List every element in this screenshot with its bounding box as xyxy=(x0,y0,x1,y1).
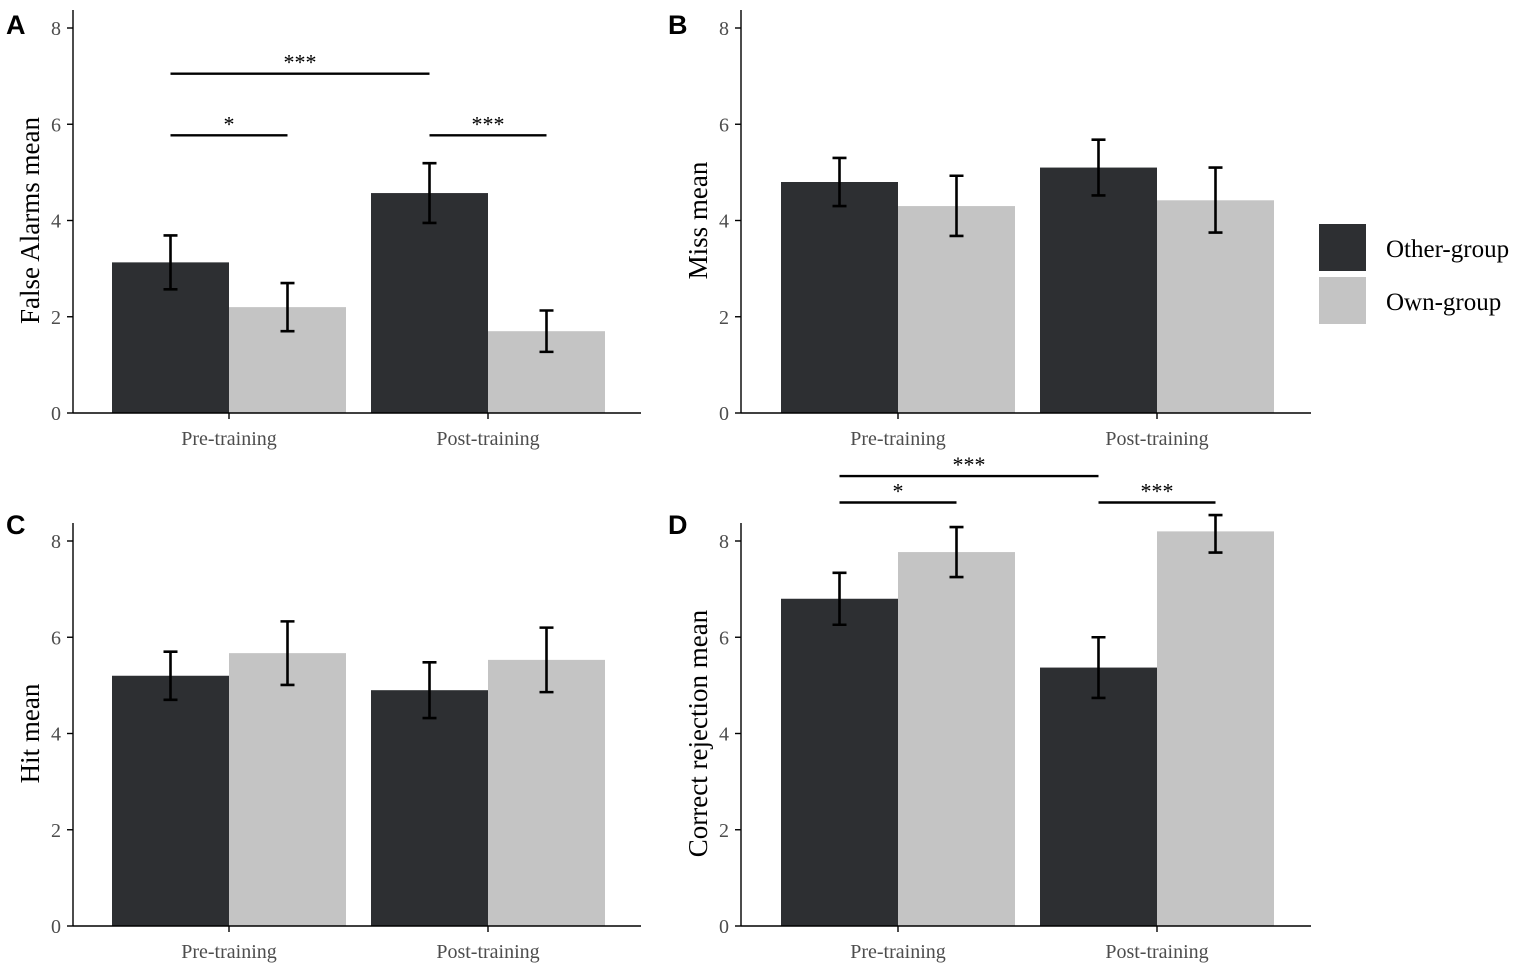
panel-c-y-tick-label-8: 8 xyxy=(51,531,61,553)
panel-d-significance-label-1: * xyxy=(893,479,904,504)
panel-b-x-tick-label-post-training: Post-training xyxy=(1105,428,1208,450)
panel-d-errorbar-own-group-pre-training xyxy=(949,525,964,579)
panel-c-bar-other-group-pre-training xyxy=(112,675,229,926)
panel-d-bar-own-group-pre-training xyxy=(898,552,1015,926)
panel-a-errorbar-other-group-pre-training xyxy=(163,234,178,291)
legend-key-other-group xyxy=(1319,224,1366,271)
panel-a-significance-label-2: *** xyxy=(472,111,505,136)
panel-d-significance-label-0: *** xyxy=(953,452,986,477)
panel-d-x-tick-label-post-training: Post-training xyxy=(1105,941,1208,963)
panel-c-y-tick-label-0: 0 xyxy=(51,916,61,938)
panel-b-errorbar-own-group-post-training xyxy=(1208,166,1223,234)
panel-b-y-tick-label-6: 6 xyxy=(719,114,729,136)
panel-b-errorbar-own-group-pre-training xyxy=(949,174,964,238)
panel-c-y-tick-label-2: 2 xyxy=(51,820,61,842)
panel-a: A False Alarms mean 0 2 4 6 8 Pre-training Post-… xyxy=(6,10,641,450)
panel-c-bar-own-group-pre-training xyxy=(229,653,346,926)
panels-layer: A False Alarms mean 0 2 4 6 8 Pre-training Post-… xyxy=(6,10,1311,963)
panel-b-bar-own-group-post-training xyxy=(1157,200,1274,413)
panel-b-y-tick-label-2: 2 xyxy=(719,307,729,329)
panel-d-significance-label-2: *** xyxy=(1141,479,1174,504)
panel-d-x-tick-label-pre-training: Pre-training xyxy=(850,941,946,963)
panel-c-y-tick-label-6: 6 xyxy=(51,627,61,649)
panel-c-errorbar-own-group-pre-training xyxy=(280,620,295,687)
panel-d-bar-own-group-post-training xyxy=(1157,531,1274,926)
legend: Other-group Own-group xyxy=(1319,224,1509,324)
panel-a-y-tick-label-6: 6 xyxy=(51,114,61,136)
panel-c-y-axis-title: Hit mean xyxy=(15,683,45,783)
panel-d-letter: D xyxy=(668,510,688,540)
panel-c-bar-other-group-post-training xyxy=(371,690,488,926)
panel-a-errorbar-own-group-pre-training xyxy=(280,281,295,333)
panel-a-letter: A xyxy=(6,10,26,40)
panel-a-bar-other-group-post-training xyxy=(371,193,488,413)
panel-b-errorbar-other-group-pre-training xyxy=(832,156,847,208)
panel-c-errorbar-other-group-post-training xyxy=(422,660,437,720)
panel-c-bar-own-group-post-training xyxy=(488,659,605,926)
panel-b-x-tick-label-pre-training: Pre-training xyxy=(850,428,946,450)
panel-b-bar-other-group-pre-training xyxy=(781,182,898,413)
panel-c-errorbar-other-group-pre-training xyxy=(163,650,178,702)
panel-c-y-tick-label-4: 4 xyxy=(51,724,61,746)
panel-a-errorbar-other-group-post-training xyxy=(422,161,437,225)
panel-c-letter: C xyxy=(6,510,26,540)
panel-b-bar-other-group-post-training xyxy=(1040,167,1157,413)
panel-d-errorbar-other-group-pre-training xyxy=(832,571,847,627)
panel-d-y-tick-label-4: 4 xyxy=(719,724,729,746)
panel-b-y-tick-label-0: 0 xyxy=(719,403,729,425)
panel-d-errorbar-own-group-post-training xyxy=(1208,513,1223,554)
panel-a-y-tick-label-8: 8 xyxy=(51,18,61,40)
panel-b-errorbar-other-group-post-training xyxy=(1091,138,1106,197)
panel-a-x-tick-label-post-training: Post-training xyxy=(436,428,539,450)
panel-c-x-tick-label-post-training: Post-training xyxy=(436,941,539,963)
panel-d-bar-other-group-pre-training xyxy=(781,598,898,926)
panel-d-y-tick-label-2: 2 xyxy=(719,820,729,842)
panel-c: C Hit mean 0 2 4 6 8 Pre-training Post-training xyxy=(6,510,641,963)
legend-label-other-group: Other-group xyxy=(1386,236,1509,263)
panel-d-y-axis-title: Correct rejection mean xyxy=(683,609,713,857)
panel-b-y-tick-label-8: 8 xyxy=(719,18,729,40)
legend-key-own-group xyxy=(1319,277,1366,324)
panel-b-letter: B xyxy=(668,10,688,40)
panel-b-y-tick-label-4: 4 xyxy=(719,211,729,233)
panel-a-y-tick-label-2: 2 xyxy=(51,307,61,329)
panel-b: B Miss mean 0 2 4 6 8 Pre-training Post-training xyxy=(668,10,1311,450)
panel-a-y-tick-label-0: 0 xyxy=(51,403,61,425)
panel-a-y-axis-title: False Alarms mean xyxy=(15,117,45,324)
panel-d-y-tick-label-0: 0 xyxy=(719,916,729,938)
panel-a-significance-label-0: *** xyxy=(284,50,317,75)
panel-b-y-axis-title: Miss mean xyxy=(683,161,713,279)
panel-a-y-tick-label-4: 4 xyxy=(51,211,61,233)
panel-a-errorbar-own-group-post-training xyxy=(539,309,554,354)
legend-label-own-group: Own-group xyxy=(1386,289,1501,316)
panel-a-x-tick-label-pre-training: Pre-training xyxy=(181,428,277,450)
panel-c-errorbar-own-group-post-training xyxy=(539,626,554,694)
panel-d: D Correct rejection mean 0 2 4 6 8 Pre-training… xyxy=(668,452,1311,963)
panel-c-x-tick-label-pre-training: Pre-training xyxy=(181,941,277,963)
panel-d-y-tick-label-6: 6 xyxy=(719,627,729,649)
panel-d-errorbar-other-group-post-training xyxy=(1091,635,1106,700)
panel-a-significance-label-1: * xyxy=(224,111,235,136)
panel-d-bar-other-group-post-training xyxy=(1040,667,1157,926)
panel-d-y-tick-label-8: 8 xyxy=(719,531,729,553)
panel-b-bar-own-group-pre-training xyxy=(898,206,1015,413)
